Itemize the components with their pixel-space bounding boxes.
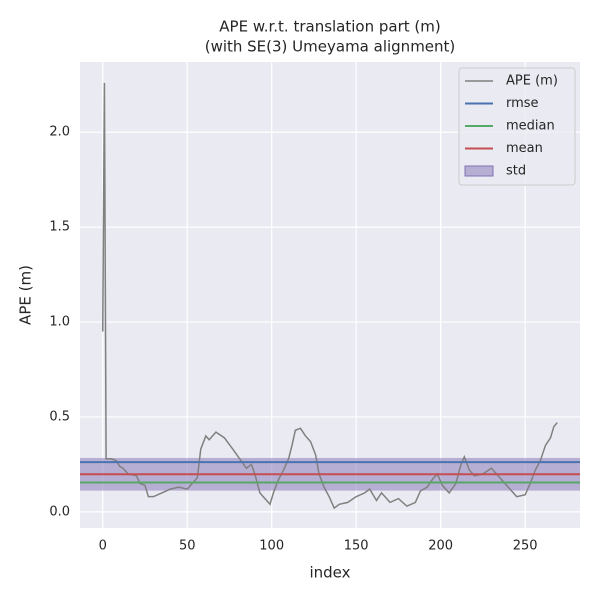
legend-label: std	[506, 164, 526, 179]
y-axis-label: APE (m)	[17, 265, 35, 325]
chart-subtitle: (with SE(3) Umeyama alignment)	[205, 38, 456, 56]
x-tick-label: 250	[513, 539, 538, 554]
legend-label: mean	[506, 141, 543, 156]
x-axis-label: index	[309, 564, 350, 582]
legend-label: median	[506, 119, 555, 134]
y-tick-label: 0.0	[49, 504, 70, 519]
y-tick-label: 0.5	[49, 409, 70, 424]
legend-box	[458, 67, 576, 186]
x-tick-label: 50	[179, 539, 196, 554]
legend-label: APE (m)	[506, 74, 558, 89]
legend-swatch	[464, 165, 494, 177]
x-tick-label: 200	[428, 539, 453, 554]
y-tick-label: 2.0	[49, 125, 70, 140]
y-tick-label: 1.5	[49, 220, 70, 235]
x-tick-label: 100	[259, 539, 284, 554]
legend-label: rmse	[506, 96, 539, 111]
x-tick-label: 0	[99, 539, 107, 554]
chart-title: APE w.r.t. translation part (m)	[219, 18, 440, 36]
x-tick-label: 150	[344, 539, 369, 554]
y-tick-label: 1.0	[49, 315, 70, 330]
